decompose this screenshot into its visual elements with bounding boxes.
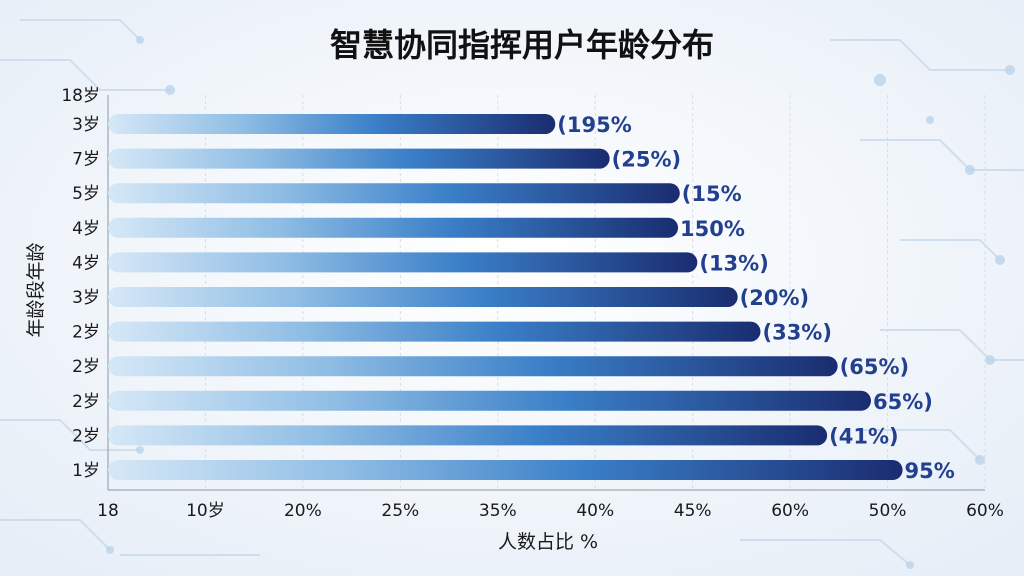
x-tick-label: 10岁 (186, 501, 225, 521)
bar (108, 252, 698, 273)
y-tick-labels: 3岁 7岁 5岁 4岁 4岁 3岁 2岁 2岁 2岁 2岁 1岁 (72, 115, 100, 481)
bar (108, 114, 556, 134)
bar-value-label: (41%) (829, 424, 898, 448)
y-tick-label: 7岁 (72, 150, 100, 170)
bar (108, 217, 679, 238)
bar-value-label: (65%) (840, 355, 909, 379)
y-tick-label: 5岁 (72, 184, 100, 204)
y-tick-label: 3岁 (72, 115, 100, 135)
bar-value-label: (33%) (762, 321, 831, 345)
value-labels: (195% (25%)(15% 150% (13%) (20%) (33%) (65%) 65… (557, 113, 955, 483)
x-tick-label: 25% (381, 501, 419, 521)
bar-value-label: 150% (680, 217, 745, 241)
bars (108, 114, 903, 480)
x-tick-label: 60% (966, 501, 1004, 521)
bar (108, 390, 871, 411)
y-tick-label: 2岁 (72, 357, 100, 377)
y-tick-label: 3岁 (72, 288, 100, 308)
bar (108, 183, 680, 204)
chart-title: 智慧协同指挥用户年龄分布 (330, 26, 714, 64)
x-tick-label: 35% (479, 501, 517, 521)
y-tick-label: 2岁 (72, 426, 100, 446)
x-axis-label: 人数占比 % (498, 531, 598, 553)
y-tick-label: 2岁 (72, 392, 100, 412)
bar-value-label: (25%) (612, 148, 681, 172)
bar (108, 425, 828, 446)
y-tick-label: 4岁 (72, 219, 100, 239)
y-tick-label: 1岁 (72, 461, 100, 481)
x-tick-labels: 18 10岁 20% 25% 35% 40% 45% 60% 50% 60% (97, 501, 1004, 521)
bar (108, 321, 761, 342)
bar (108, 356, 838, 377)
bar-value-label: 65%) (873, 390, 933, 414)
bar (108, 287, 738, 307)
bar (108, 460, 903, 480)
y-tick-label: 2岁 (72, 323, 100, 343)
x-tick-label: 18 (97, 501, 119, 521)
bar-value-label: (195% (557, 113, 631, 137)
bar-value-label: (20%) (740, 286, 809, 310)
x-tick-label: 60% (771, 501, 809, 521)
bar (108, 148, 610, 169)
x-tick-label: 20% (284, 501, 322, 521)
x-tick-label: 40% (576, 501, 614, 521)
x-tick-label: 45% (674, 501, 712, 521)
x-tick-label: 50% (869, 501, 907, 521)
y-top-tick: 18岁 (61, 86, 100, 106)
y-axis-label: 年龄段年龄 (25, 242, 47, 337)
y-tick-label: 4岁 (72, 253, 100, 273)
bar-value-label: (13%) (699, 251, 768, 275)
bar-value-label: (15% (682, 182, 742, 206)
bar-value-label: 95% (905, 459, 955, 483)
